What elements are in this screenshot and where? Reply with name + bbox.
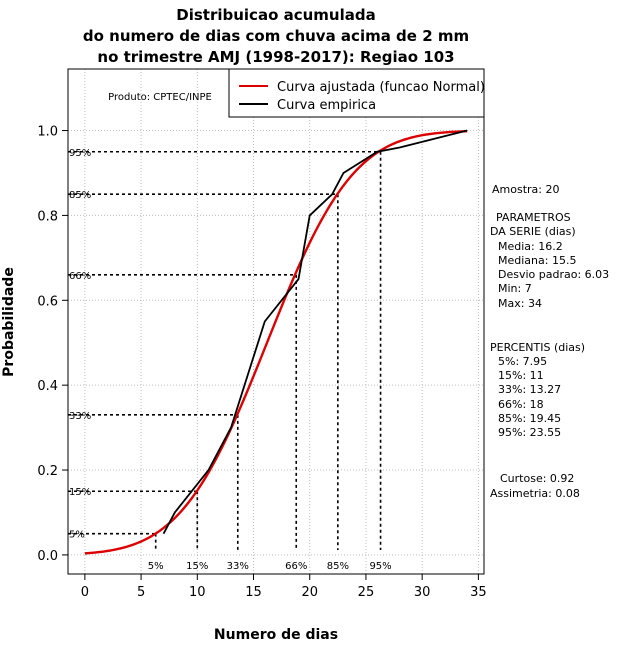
kurtosis: Curtose: 0.92 [500,472,574,485]
percentile-label-bottom: 15% [186,561,208,572]
legend: Curva ajustada (funcao Normal) Curva emp… [228,68,485,118]
skewness: Assimetria: 0.08 [490,487,580,500]
legend-label-fitted: Curva ajustada (funcao Normal) [277,80,485,95]
percentile-guides: 5% 5% 15% 15% 33% 33% 66% 66% 85% 85% 95% 95% [68,148,392,572]
percentile-label-bottom: 66% [285,561,307,572]
legend-label-empirical: Curva empirica [277,98,376,113]
percentile-label-bottom: 33% [227,561,249,572]
params-title-1: PARAMETROS [496,211,571,224]
grid-lines [68,69,484,574]
param-desvio: Desvio padrao: 6.03 [498,268,609,281]
legend-box [228,68,485,118]
percentil-5: 5%: 7.95 [498,355,547,368]
y-tick-label: 0.2 [37,464,58,479]
percentile-label-left: 15% [69,487,91,498]
percentil-85: 85%: 19.45 [498,412,561,425]
param-mediana: Mediana: 15.5 [498,254,576,267]
percentile-label-bottom: 85% [327,561,349,572]
percentile-label-left: 5% [69,530,85,541]
x-tick-label: 35 [470,585,487,600]
side-panel: Amostra: 20 PARAMETROS DA SERIE (dias) M… [490,183,609,500]
param-media: Media: 16.2 [498,240,563,253]
percentis-title: PERCENTIS (dias) [490,341,585,354]
x-tick-label: 0 [81,585,89,600]
y-tick-label: 0.6 [37,294,58,309]
fitted-normal-curve [84,130,468,555]
percentile-label-left: 95% [69,148,91,159]
chart-title-line-3: no trimestre AMJ (1998-2017): Regiao 103 [97,48,454,66]
percentil-33: 33%: 13.27 [498,383,561,396]
x-tick-label: 10 [189,585,206,600]
y-tick-label: 0.4 [37,379,58,394]
axes: 0 5 10 15 20 25 30 35 0.0 0.2 0.4 0.6 0.8 1.0 [37,125,486,600]
y-tick-label: 0.8 [37,209,58,224]
y-axis-label: Probabilidade [1,267,17,377]
percentile-label-left: 33% [69,411,91,422]
chart-title-line-1: Distribuicao acumulada [176,6,375,24]
percentil-15: 15%: 11 [498,369,544,382]
x-tick-label: 5 [137,585,145,600]
percentile-label-bottom: 95% [369,561,391,572]
x-axis-label: Numero de dias [214,627,338,643]
percentile-label-left: 85% [69,190,91,201]
sample-size: Amostra: 20 [492,183,559,196]
empirical-curve [162,129,468,535]
percentil-95: 95%: 23.55 [498,426,561,439]
param-min: Min: 7 [498,282,532,295]
percentil-66: 66%: 18 [498,398,544,411]
y-tick-label: 1.0 [37,125,58,140]
param-max: Max: 34 [498,297,542,310]
x-tick-label: 20 [301,585,318,600]
x-tick-label: 15 [245,585,262,600]
curves [84,129,468,555]
x-tick-label: 30 [414,585,431,600]
y-tick-label: 0.0 [37,549,58,564]
product-label: Produto: CPTEC/INPE [108,92,212,103]
percentile-label-bottom: 5% [148,561,164,572]
params-title-2: DA SERIE (dias) [490,225,576,238]
x-tick-label: 25 [358,585,375,600]
chart-title-line-2: do numero de dias com chuva acima de 2 m… [83,27,469,45]
percentile-label-left: 66% [69,271,91,282]
